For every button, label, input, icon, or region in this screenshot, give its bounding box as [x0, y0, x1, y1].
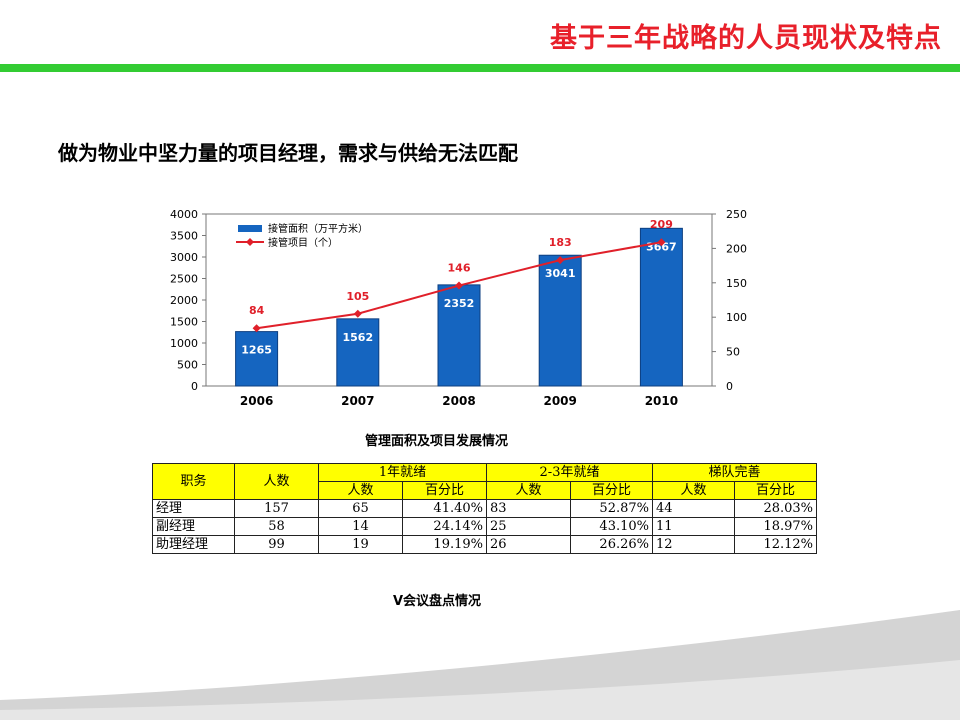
line-value-label: 146 [448, 262, 471, 275]
header-rule [0, 64, 960, 72]
table-row: 助理经理 99 19 19.19% 26 26.26% 12 12.12% [152, 535, 818, 554]
cell-count: 14 [318, 517, 403, 536]
y-right-tick-label: 250 [726, 208, 747, 221]
cell-headcount: 58 [234, 517, 319, 536]
line-value-label: 209 [650, 218, 673, 231]
y-left-tick-label: 1500 [170, 316, 198, 329]
headline: 做为物业中坚力量的项目经理，需求与供给无法匹配 [58, 141, 518, 165]
y-left-tick-label: 3500 [170, 230, 198, 243]
legend-bar-swatch [238, 225, 262, 232]
chart-caption: 管理面积及项目发展情况 [365, 434, 509, 449]
cell-headcount: 157 [234, 499, 319, 518]
header-ready-1yr: 1年就绪 [318, 463, 487, 482]
y-left-tick-label: 0 [191, 380, 198, 393]
y-right-tick-label: 50 [726, 346, 740, 359]
y-left-tick-label: 2500 [170, 273, 198, 286]
cell-count: 65 [318, 499, 403, 518]
cell-percent: 19.19% [402, 535, 487, 554]
y-left-tick-label: 1000 [170, 337, 198, 350]
bar [336, 318, 380, 387]
line-value-label: 105 [346, 290, 369, 303]
bar-value-label: 1265 [241, 344, 272, 357]
table-row: 经理 157 65 41.40% 83 52.87% 44 28.03% [152, 499, 818, 518]
cell-position: 助理经理 [152, 535, 235, 554]
y-right-tick-label: 200 [726, 242, 747, 255]
cell-percent: 52.87% [570, 499, 653, 518]
bar [538, 254, 582, 387]
subheader-percent: 百分比 [733, 481, 818, 500]
x-tick-label: 2009 [543, 394, 576, 408]
cell-count: 26 [486, 535, 571, 554]
cell-percent: 43.10% [570, 517, 653, 536]
bar [639, 227, 683, 387]
subheader-count: 人数 [318, 481, 403, 500]
table-subheader-row: 人数 百分比 人数 百分比 人数 百分比 [153, 481, 818, 500]
x-tick-label: 2008 [442, 394, 475, 408]
y-right-tick-label: 0 [726, 380, 733, 393]
cell-percent: 41.40% [402, 499, 487, 518]
bar-value-label: 2352 [444, 297, 475, 310]
header-pipeline: 梯队完善 [651, 463, 818, 482]
line-point [353, 309, 362, 318]
cell-position: 副经理 [152, 517, 235, 536]
table-header-row: 职务 人数 1年就绪 2-3年就绪 梯队完善 [152, 463, 818, 500]
line-value-label: 84 [249, 304, 265, 317]
header-position: 职务 [152, 463, 235, 500]
table-caption: V会议盘点情况 [393, 594, 482, 609]
personnel-table: 职务 人数 1年就绪 2-3年就绪 梯队完善 人数 百分比 人数 百分比 人数 … [152, 463, 818, 554]
line-point [455, 281, 463, 290]
cell-count: 44 [652, 499, 735, 518]
cell-count: 25 [486, 517, 571, 536]
y-left-tick-label: 500 [177, 359, 198, 372]
cell-position: 经理 [152, 499, 235, 518]
line-point [657, 238, 666, 247]
legend-line-label: 接管项目（个） [268, 236, 338, 249]
cell-percent: 28.03% [733, 499, 818, 518]
x-tick-label: 2006 [240, 394, 273, 408]
line-point [556, 256, 565, 265]
slide-title: 基于三年战略的人员现状及特点 [550, 23, 942, 54]
header-ready-2-3yr: 2-3年就绪 [486, 463, 653, 482]
cell-count: 11 [652, 517, 735, 536]
x-tick-label: 2010 [645, 394, 678, 408]
subheader-count: 人数 [652, 481, 735, 500]
cell-count: 12 [652, 535, 735, 554]
cell-count: 83 [486, 499, 571, 518]
y-right-tick-label: 100 [726, 311, 747, 324]
cell-percent: 12.12% [733, 535, 818, 554]
subheader-percent: 百分比 [402, 481, 487, 500]
cell-percent: 26.26% [570, 535, 653, 554]
y-left-tick-label: 3000 [170, 251, 198, 264]
header-headcount: 人数 [234, 463, 319, 500]
y-left-tick-label: 2000 [170, 294, 198, 307]
cell-percent: 18.97% [733, 517, 818, 536]
subheader-percent: 百分比 [570, 481, 653, 500]
line-value-label: 183 [549, 236, 572, 249]
bar-value-label: 3041 [545, 267, 576, 280]
x-tick-label: 2007 [341, 394, 374, 408]
subheader-count: 人数 [486, 481, 571, 500]
y-right-tick-label: 150 [726, 277, 747, 290]
y-left-tick-label: 4000 [170, 208, 198, 221]
bar-value-label: 1562 [342, 331, 373, 344]
line-point [252, 324, 261, 333]
bar [235, 331, 279, 387]
cell-headcount: 99 [234, 535, 319, 554]
legend-line-marker [246, 238, 254, 246]
legend-bar-label: 接管面积（万平方米） [268, 222, 368, 235]
cell-percent: 24.14% [402, 517, 487, 536]
cell-count: 19 [318, 535, 403, 554]
table-row: 副经理 58 14 24.14% 25 43.10% 11 18.97% [152, 517, 818, 536]
